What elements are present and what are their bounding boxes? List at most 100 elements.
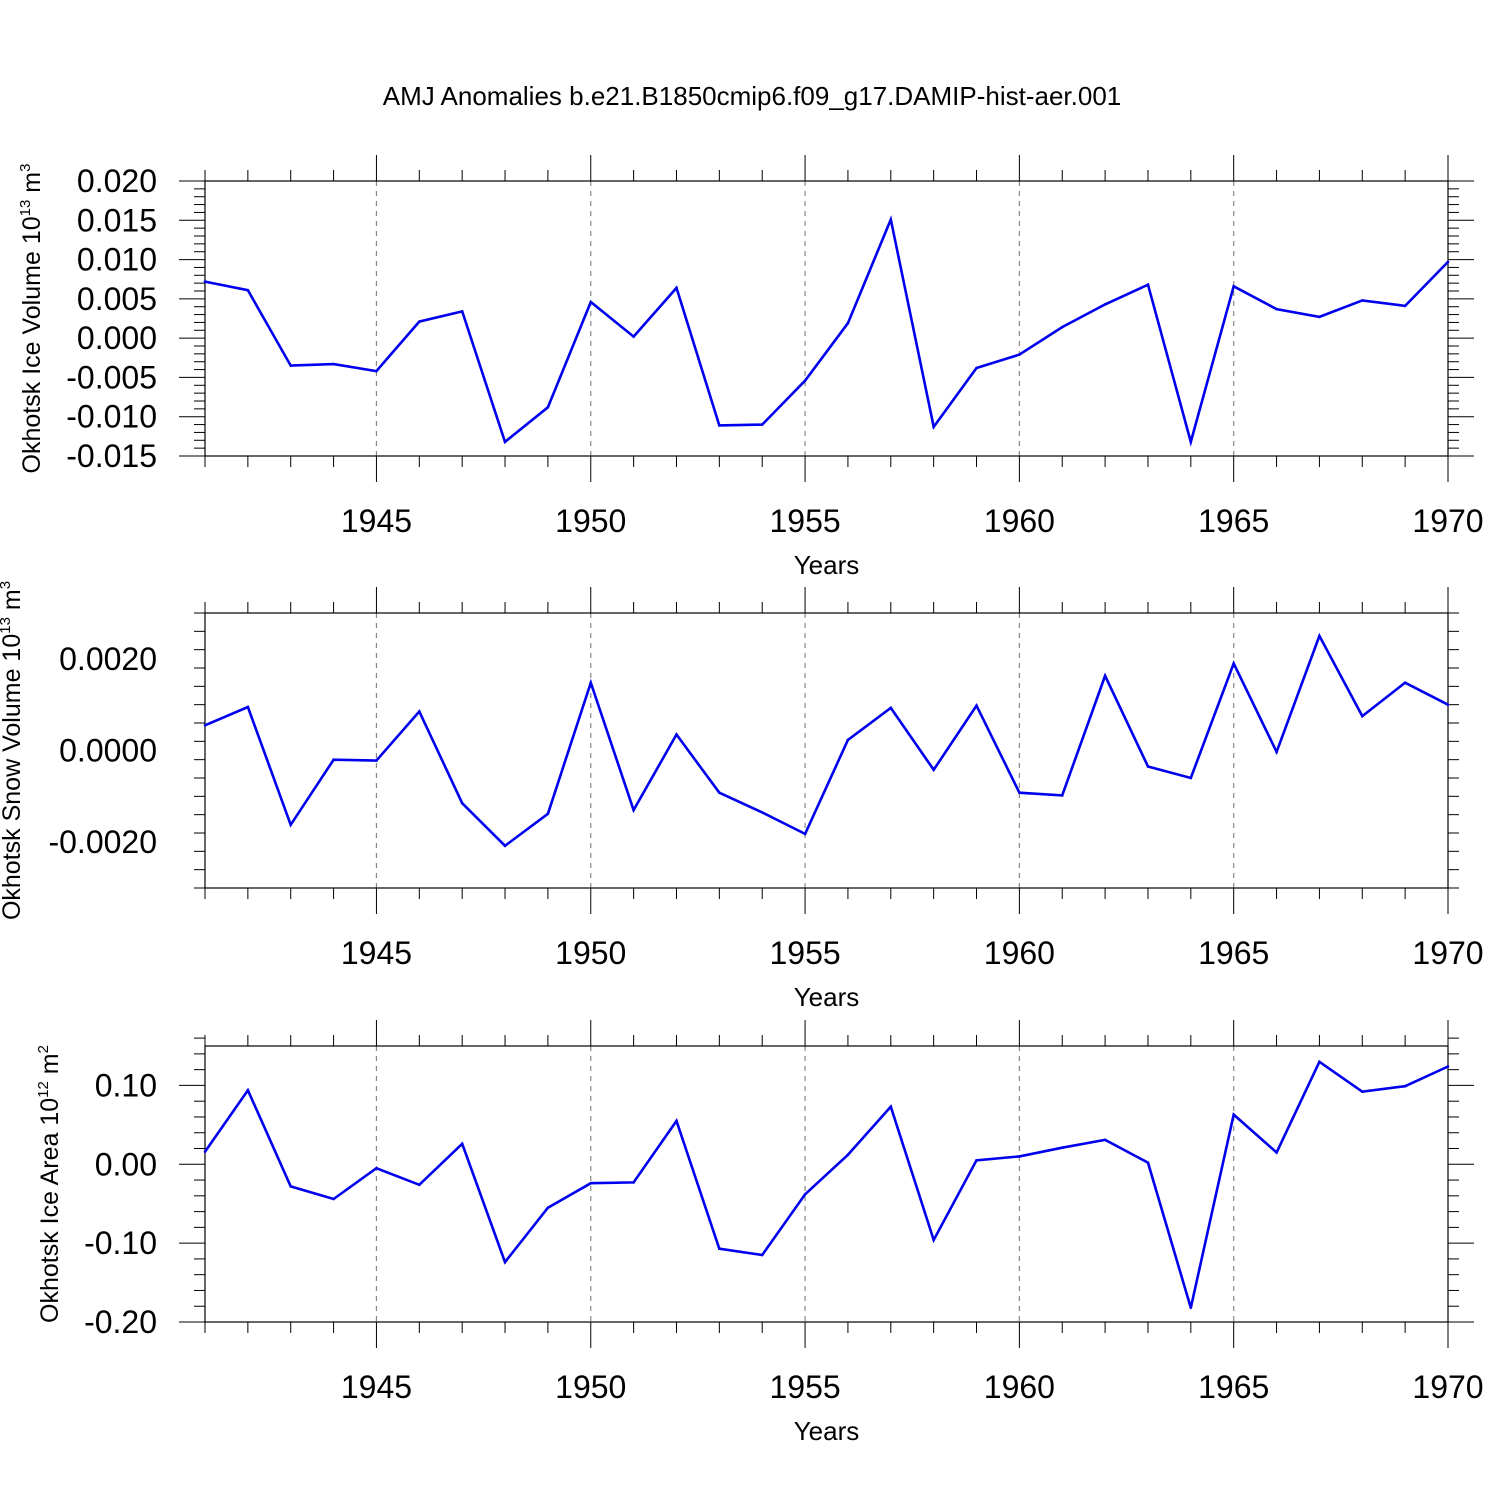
data-point-ice-area-1951 — [632, 1181, 635, 1184]
data-point-ice-area-1946 — [418, 1183, 421, 1187]
data-point-snow-volume-1948 — [503, 844, 507, 848]
y-axis-label-prefix: Okhotsk Ice Volume 10 — [18, 216, 46, 473]
y-axis-label-unit: m — [18, 172, 46, 200]
y-axis-label-prefix: Okhotsk Ice Area 10 — [36, 1098, 64, 1323]
data-point-ice-area-1942 — [246, 1088, 250, 1092]
y-axis-label-exp: 13 — [0, 617, 14, 634]
data-point-ice-area-1968 — [1360, 1090, 1364, 1094]
data-point-ice-area-1954 — [760, 1253, 764, 1257]
x-axis-label: Years — [794, 1416, 860, 1446]
data-point-ice-area-1963 — [1146, 1161, 1150, 1165]
data-point-ice-volume-1970 — [1446, 260, 1450, 264]
data-point-snow-volume-1970 — [1446, 703, 1450, 706]
data-point-ice-area-1948 — [503, 1260, 507, 1264]
panel-snow-volume: 1945 1950 1955 1960 1965 1970 Years -0.0020 0.00… — [0, 581, 1484, 1012]
x-tick-label: 1945 — [341, 935, 412, 971]
data-point-ice-area-1966 — [1275, 1151, 1278, 1154]
x-tick-label: 1955 — [769, 935, 840, 971]
data-point-snow-volume-1942 — [246, 705, 250, 709]
data-point-snow-volume-1967 — [1318, 634, 1321, 638]
x-tick-label: 1950 — [555, 935, 626, 971]
y-tick-label: 0.0020 — [59, 641, 157, 677]
y-tick-label: 0.020 — [77, 163, 157, 199]
data-point-ice-area-1945 — [375, 1166, 378, 1170]
data-point-ice-volume-1941 — [203, 280, 207, 283]
y-tick-label: 0.0000 — [59, 733, 157, 769]
data-point-ice-volume-1956 — [846, 321, 850, 325]
data-point-snow-volume-1956 — [846, 738, 850, 742]
data-point-ice-volume-1946 — [418, 320, 421, 323]
data-point-snow-volume-1952 — [675, 733, 678, 736]
data-point-ice-area-1950 — [589, 1181, 593, 1185]
plot-frame-ice-volume — [204, 180, 1449, 457]
data-point-ice-volume-1969 — [1403, 304, 1407, 308]
x-tick-label: 1965 — [1198, 503, 1269, 539]
data-point-ice-volume-1944 — [332, 362, 335, 366]
y-tick-label: 0.00 — [95, 1146, 157, 1182]
data-point-ice-volume-1945 — [375, 369, 378, 373]
plot-frame-snow-volume — [204, 612, 1449, 889]
y-axis-label: Okhotsk Ice Area 1012 m2 — [35, 1045, 64, 1323]
y-tick-label: 0.005 — [77, 281, 157, 317]
data-point-ice-area-1947 — [460, 1142, 464, 1146]
y-axis-label-uexp: 3 — [0, 581, 14, 589]
y-tick-label: 0.000 — [77, 320, 157, 356]
x-axis-label: Years — [794, 550, 860, 580]
data-point-ice-volume-1953 — [718, 424, 721, 427]
data-point-ice-volume-1966 — [1275, 307, 1278, 311]
x-tick-label: 1955 — [769, 1369, 840, 1405]
panel-ice-area: 1945 1950 1955 1960 1965 1970 Years -0.20 -0.10 0… — [35, 1020, 1484, 1446]
data-point-snow-volume-1941 — [203, 723, 207, 727]
y-tick-label: 0.10 — [95, 1067, 157, 1103]
data-point-snow-volume-1949 — [546, 812, 550, 816]
x-tick-label: 1965 — [1198, 1369, 1269, 1405]
data-point-snow-volume-1943 — [289, 823, 293, 827]
data-point-ice-area-1949 — [546, 1206, 550, 1209]
y-tick-label: 0.015 — [77, 202, 157, 238]
x-axis-label: Years — [794, 982, 860, 1012]
y-axis-label: Okhotsk Ice Volume 1013 m3 — [17, 164, 46, 474]
data-point-ice-area-1944 — [332, 1197, 335, 1201]
data-point-snow-volume-1957 — [889, 706, 893, 710]
data-point-snow-volume-1955 — [803, 832, 807, 836]
data-point-ice-volume-1964 — [1189, 440, 1193, 444]
data-point-ice-area-1962 — [1103, 1138, 1107, 1142]
data-point-snow-volume-1946 — [418, 710, 421, 713]
data-point-snow-volume-1947 — [460, 801, 464, 805]
data-point-snow-volume-1944 — [332, 758, 335, 761]
data-point-snow-volume-1950 — [589, 681, 593, 684]
y-tick-label: -0.010 — [66, 399, 157, 435]
data-point-ice-volume-1954 — [760, 423, 764, 426]
x-tick-label: 1970 — [1412, 503, 1483, 539]
x-tick-label: 1955 — [769, 503, 840, 539]
y-axis-label-exp: 12 — [35, 1081, 52, 1098]
data-point-ice-volume-1951 — [632, 335, 635, 338]
data-point-ice-volume-1965 — [1232, 284, 1235, 288]
x-tick-label: 1960 — [984, 1369, 1055, 1405]
data-point-ice-volume-1942 — [246, 288, 250, 292]
data-point-ice-volume-1960 — [1018, 353, 1021, 356]
x-tick-label: 1950 — [555, 1369, 626, 1405]
data-point-ice-area-1958 — [932, 1238, 935, 1242]
x-tick-label: 1960 — [984, 935, 1055, 971]
data-point-ice-area-1961 — [1060, 1146, 1064, 1150]
data-point-snow-volume-1951 — [632, 808, 635, 812]
data-point-ice-area-1952 — [675, 1119, 678, 1123]
y-axis-label: Okhotsk Snow Volume 1013 m3 — [0, 581, 26, 920]
data-point-snow-volume-1964 — [1189, 776, 1193, 780]
series-line-ice-volume — [204, 215, 1449, 447]
data-point-ice-area-1965 — [1232, 1113, 1235, 1116]
y-tick-label: -0.20 — [84, 1304, 157, 1340]
x-tick-label: 1970 — [1412, 1369, 1483, 1405]
data-point-snow-volume-1962 — [1103, 674, 1107, 678]
data-point-snow-volume-1963 — [1146, 765, 1150, 768]
y-tick-label: -0.0020 — [48, 824, 157, 860]
data-point-ice-volume-1950 — [589, 300, 593, 304]
x-tick-label: 1945 — [341, 503, 412, 539]
y-axis-label-unit: m — [36, 1053, 64, 1081]
data-point-ice-volume-1955 — [803, 379, 807, 382]
series-line-snow-volume — [204, 632, 1449, 848]
x-tick-label: 1965 — [1198, 935, 1269, 971]
data-point-ice-volume-1963 — [1146, 283, 1150, 287]
